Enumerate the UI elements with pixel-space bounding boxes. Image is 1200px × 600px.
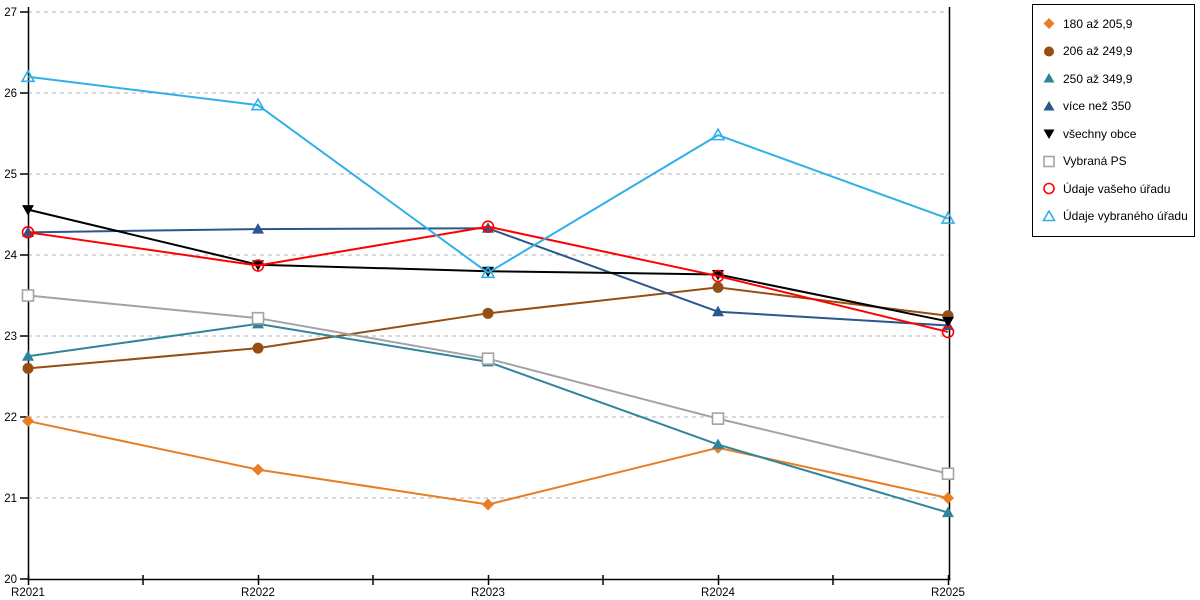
legend: 180 až 205,9 206 až 249,9 250 až 349,9 v… xyxy=(1032,4,1195,237)
triangle-down-data-point xyxy=(1043,129,1055,140)
legend-item-label: Údaje vybraného úřadu xyxy=(1063,209,1188,224)
triangle-up-marker-icon xyxy=(1043,100,1055,111)
circle-data-point xyxy=(1044,46,1054,57)
legend-item-label: 250 až 349,9 xyxy=(1063,71,1133,86)
triangle-down-data-point xyxy=(22,205,34,216)
x-axis-tick-label: R2021 xyxy=(11,587,45,599)
open-circle-marker-icon xyxy=(1043,182,1055,195)
circle-data-point xyxy=(712,281,724,293)
y-axis-tick-label: 27 xyxy=(4,7,17,19)
series-line-7 xyxy=(27,75,949,274)
open-triangle-up-data-point xyxy=(940,210,956,224)
legend-item-label: 180 až 205,9 xyxy=(1063,16,1133,31)
circle-data-point xyxy=(482,307,494,319)
diamond-data-point xyxy=(252,463,264,476)
x-axis-tick-label: R2024 xyxy=(701,587,735,599)
legend-item-label: Vybraná PS xyxy=(1063,154,1127,169)
diamond-data-point xyxy=(22,415,34,428)
open-circle-data-point xyxy=(1043,182,1055,195)
legend-item: více než 350 xyxy=(1042,93,1194,121)
triangle-down-data-point xyxy=(942,316,954,328)
open-square-data-point xyxy=(711,412,725,425)
triangle-down-marker-icon xyxy=(1043,129,1055,140)
triangle-up-data-point xyxy=(1043,100,1055,111)
open-square-data-point xyxy=(21,289,35,302)
open-square-data-point xyxy=(941,467,955,481)
open-triangle-marker-icon xyxy=(1042,209,1056,222)
triangle-up-data-point xyxy=(1043,73,1055,83)
series-line-6 xyxy=(27,225,949,333)
open-square-data-point xyxy=(251,311,265,325)
open-triangle-up-data-point xyxy=(480,265,496,279)
legend-item: 250 až 349,9 xyxy=(1042,65,1194,93)
triangle-up-data-point xyxy=(22,226,34,237)
open-square-marker-icon xyxy=(1043,155,1055,168)
triangle-up-data-point xyxy=(712,438,724,450)
open-triangle-up-data-point xyxy=(250,97,266,111)
y-axis-tick-label: 26 xyxy=(4,88,17,100)
x-axis-tick-label: R2023 xyxy=(471,587,505,599)
legend-item-label: více než 350 xyxy=(1063,99,1132,114)
series-line-5 xyxy=(27,294,949,475)
open-square-data-point xyxy=(481,352,495,365)
open-square-data-point xyxy=(1043,155,1055,168)
series-line-2 xyxy=(27,322,949,514)
diamond-data-point xyxy=(482,498,494,511)
triangle-up-data-point xyxy=(252,223,264,234)
y-axis-tick-label: 21 xyxy=(4,493,17,505)
series-line-0 xyxy=(27,420,949,506)
open-triangle-up-data-point xyxy=(20,69,36,83)
legend-item-label: Údaje vašeho úřadu xyxy=(1063,181,1171,196)
open-circle-data-point xyxy=(481,220,495,233)
y-axis-tick-label: 22 xyxy=(4,412,17,424)
circle-marker-icon xyxy=(1044,46,1054,57)
open-circle-data-point xyxy=(21,226,35,239)
legend-item: Údaje vybraného úřadu xyxy=(1042,203,1194,231)
open-triangle-up-data-point xyxy=(1042,209,1056,222)
open-circle-data-point xyxy=(251,259,265,272)
open-circle-data-point xyxy=(941,325,955,339)
y-axis-tick-label: 23 xyxy=(4,331,17,343)
legend-item: 206 až 249,9 xyxy=(1042,38,1194,66)
triangle-up-marker-icon xyxy=(1043,73,1055,83)
triangle-up-data-point xyxy=(942,506,954,518)
legend-item: Údaje vašeho úřadu xyxy=(1042,175,1194,203)
y-axis-tick-label: 20 xyxy=(4,574,17,586)
legend-item: Vybraná PS xyxy=(1042,148,1194,176)
triangle-up-data-point xyxy=(712,305,724,317)
y-axis-tick-label: 25 xyxy=(4,169,17,181)
circle-data-point xyxy=(22,362,34,374)
legend-item-label: 206 až 249,9 xyxy=(1063,44,1133,59)
diamond-data-point xyxy=(942,492,954,504)
legend-item: 180 až 205,9 xyxy=(1042,10,1194,38)
diamond-data-point xyxy=(1043,18,1055,30)
x-axis-tick-label: R2022 xyxy=(241,587,275,599)
legend-item-label: všechny obce xyxy=(1063,126,1137,141)
diamond-marker-icon xyxy=(1043,18,1055,30)
open-triangle-up-data-point xyxy=(710,127,726,141)
circle-data-point xyxy=(252,342,264,354)
triangle-up-data-point xyxy=(22,350,34,361)
open-circle-data-point xyxy=(711,269,725,283)
x-axis-tick-label: R2025 xyxy=(931,587,965,599)
legend-item: všechny obce xyxy=(1042,120,1194,148)
y-axis-tick-label: 24 xyxy=(4,250,17,262)
